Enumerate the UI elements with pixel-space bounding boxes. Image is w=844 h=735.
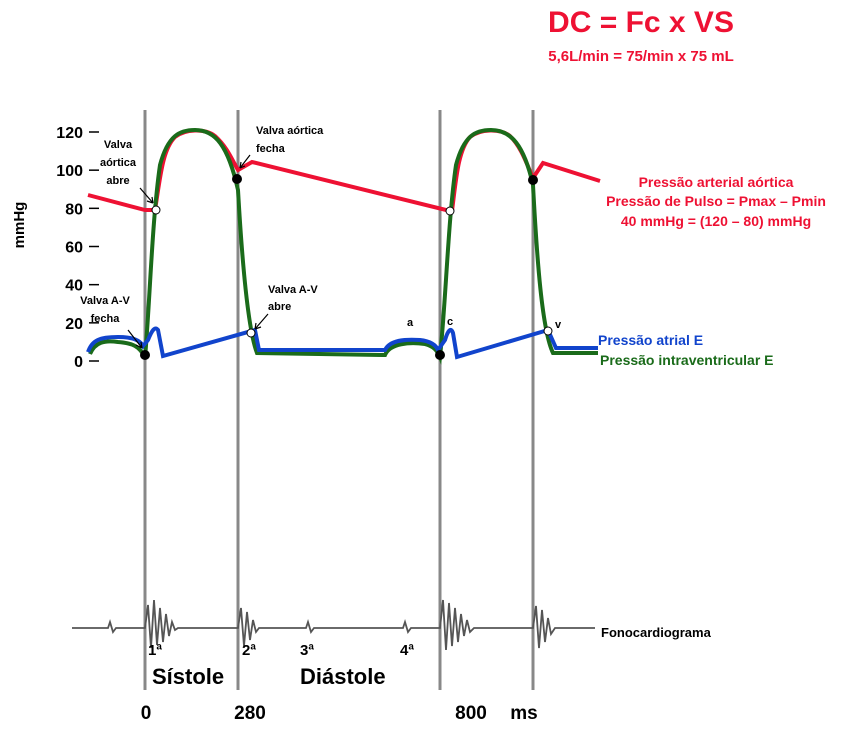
annotation: abre	[268, 301, 291, 313]
time-label: 800	[455, 703, 487, 724]
y-tick-label: 80	[65, 201, 83, 218]
sound-label: 2ª	[242, 642, 256, 659]
legend-text: Pressão intraventricular E	[600, 352, 774, 368]
aortic-open-label: Valva aórtica abre	[100, 139, 137, 187]
y-tick-label: 100	[56, 163, 83, 180]
legend-text: 40 mmHg = (120 – 80) mmHg	[621, 213, 811, 229]
y-ticks: 120 100 80 60 40 20 0	[56, 125, 99, 371]
heart-sounds: 1ª 2ª 3ª 4ª	[148, 642, 414, 659]
legend-text: Pressão de Pulso = Pmax – Pmin	[606, 193, 826, 209]
phase-label: Sístole	[152, 664, 224, 689]
subtitle: 5,6L/min = 75/min x 75 mL	[548, 48, 734, 65]
time-label: 280	[234, 703, 266, 724]
legend-text: Pressão atrial E	[598, 332, 703, 348]
wave-label: a	[407, 317, 414, 329]
annotation: fecha	[256, 143, 286, 155]
phonocardiogram	[72, 599, 595, 651]
aortic-legend: Pressão arterial aórtica Pressão de Puls…	[606, 174, 826, 229]
annotation: abre	[106, 175, 129, 187]
annotation: fecha	[91, 313, 121, 325]
sound-label: 1ª	[148, 642, 162, 659]
sound-label: 3ª	[300, 642, 314, 659]
wave-label: c	[447, 316, 453, 328]
y-tick-label: 120	[56, 125, 83, 142]
title: DC = Fc x VS	[548, 6, 734, 39]
y-tick-label: 40	[65, 278, 83, 295]
phase-label: Diástole	[300, 664, 386, 689]
sound-label: 4ª	[400, 642, 414, 659]
pointer-arrows	[127, 154, 269, 349]
time-label: 0	[141, 703, 152, 724]
time-label: ms	[510, 703, 537, 724]
y-tick-label: 20	[65, 316, 83, 333]
legend-text: Fonocardiograma	[601, 625, 712, 640]
annotation: Valva	[104, 139, 133, 151]
legend-text: Pressão arterial aórtica	[639, 174, 794, 190]
ventricular-pressure-curve	[88, 127, 598, 365]
y-tick-label: 0	[74, 354, 83, 371]
valve-events	[140, 174, 538, 360]
y-axis-label: mmHg	[11, 202, 28, 249]
atrial-pressure-curve	[86, 326, 598, 360]
y-tick-label: 60	[65, 240, 83, 257]
annotation: Valva A-V	[268, 284, 318, 296]
wave-label: v	[555, 319, 562, 331]
valve-open-events	[151, 205, 553, 338]
annotation: Valva aórtica	[256, 125, 324, 137]
annotation: Valva A-V	[80, 295, 130, 307]
annotation: aórtica	[100, 157, 137, 169]
